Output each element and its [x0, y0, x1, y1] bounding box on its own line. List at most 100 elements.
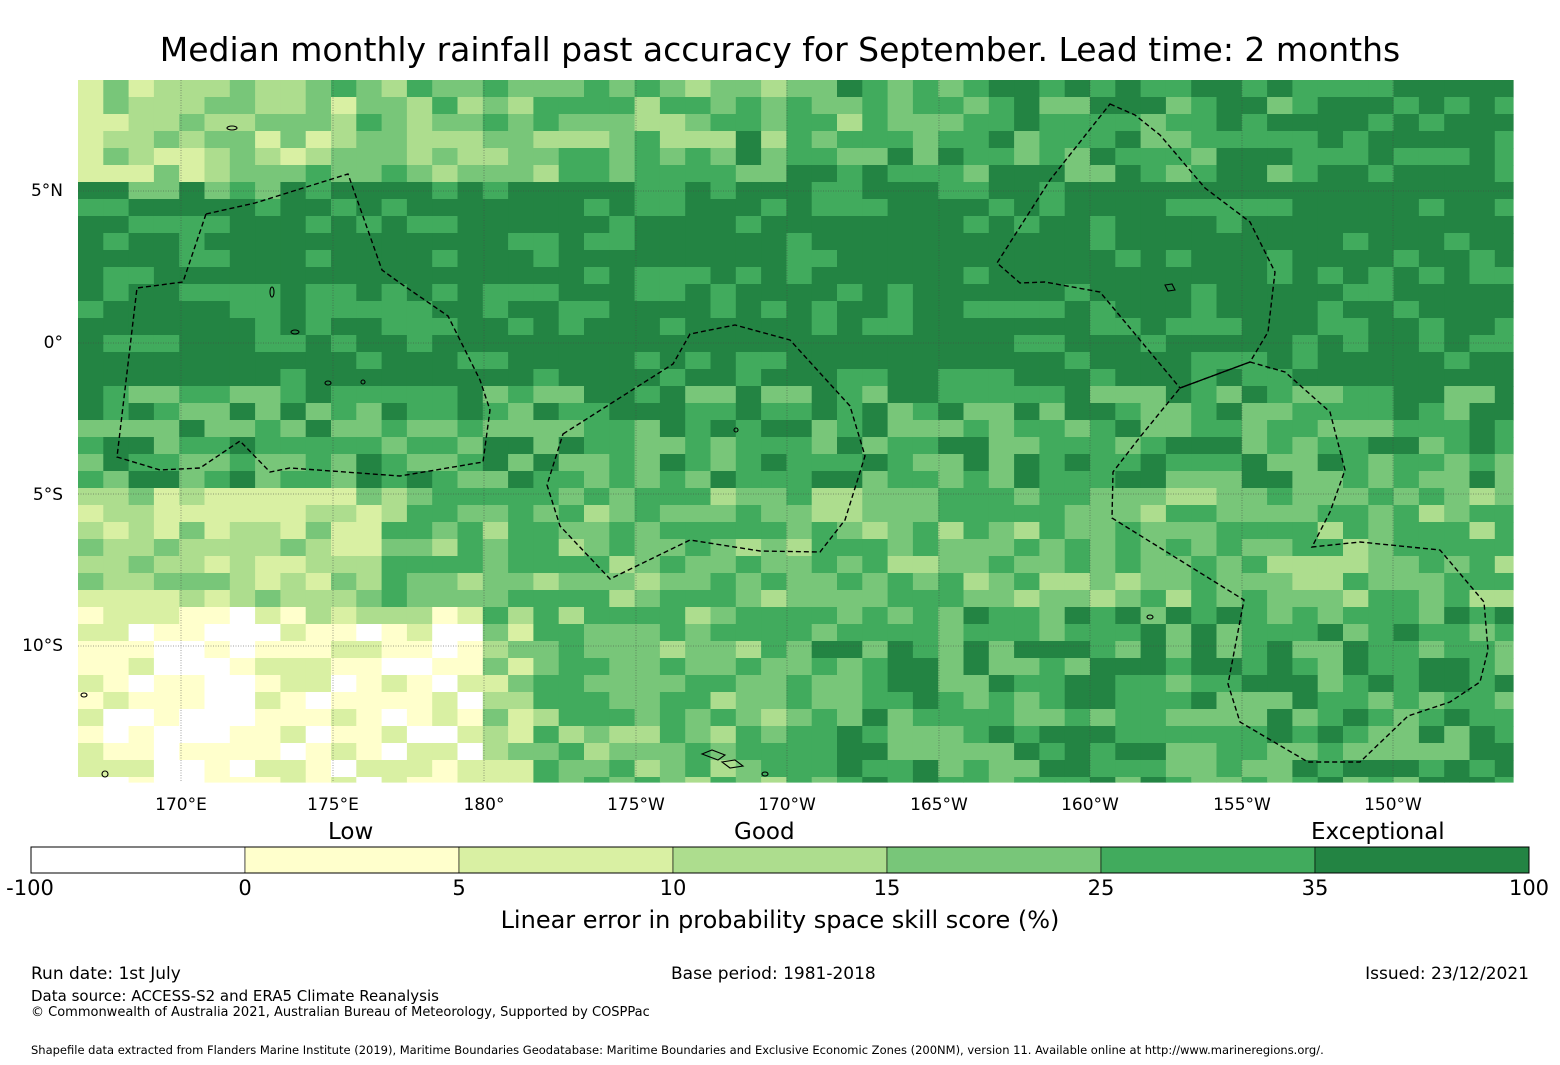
- skill-cell: [609, 556, 636, 574]
- skill-cell: [837, 250, 863, 268]
- skill-cell: [1267, 607, 1293, 625]
- data-source: Data source: ACCESS-S2 and ERA5 Climate …: [31, 987, 439, 1005]
- skill-cell: [685, 760, 712, 778]
- skill-cell: [1014, 403, 1040, 421]
- skill-cell: [406, 148, 433, 166]
- skill-cell: [609, 454, 636, 472]
- skill-cell: [432, 250, 459, 268]
- skill-cell: [128, 607, 155, 625]
- skill-cell: [482, 641, 509, 659]
- skill-cell: [912, 267, 939, 285]
- skill-cell: [280, 505, 307, 523]
- skill-cell: [963, 488, 990, 506]
- skill-cell: [685, 522, 712, 540]
- skill-cell: [229, 131, 256, 149]
- skill-cell: [153, 182, 180, 200]
- skill-cell: [1140, 250, 1167, 268]
- skill-cell: [1064, 131, 1091, 149]
- skill-cell: [432, 386, 459, 404]
- skill-cell: [558, 352, 585, 370]
- skill-cell: [533, 267, 560, 285]
- island-samoa: [700, 749, 727, 761]
- skill-cell: [508, 335, 534, 353]
- skill-cell: [1216, 709, 1243, 727]
- skill-cell: [356, 284, 383, 302]
- skill-cell: [1140, 760, 1167, 778]
- skill-cell: [1469, 777, 1496, 783]
- skill-cell: [255, 709, 281, 727]
- skill-cell: [406, 505, 433, 523]
- skill-cell: [1115, 80, 1142, 98]
- skill-cell: [1241, 335, 1268, 353]
- skill-cell: [432, 692, 459, 710]
- skill-cell: [1469, 488, 1496, 506]
- skill-cell: [862, 250, 889, 268]
- skill-cell: [1292, 777, 1319, 783]
- skill-cell: [1115, 760, 1142, 778]
- skill-cell: [103, 437, 130, 455]
- skill-cell: [153, 539, 180, 557]
- skill-cell: [609, 522, 636, 540]
- skill-cell: [659, 777, 686, 783]
- skill-cell: [1494, 114, 1514, 132]
- skill-cell: [887, 488, 914, 506]
- skill-cell: [837, 522, 863, 540]
- skill-cell: [1418, 607, 1445, 625]
- skill-cell: [1140, 386, 1167, 404]
- island-e: [290, 329, 300, 335]
- skill-cell: [1090, 97, 1116, 115]
- skill-cell: [988, 420, 1015, 438]
- skill-cell: [255, 590, 281, 608]
- skill-cell: [786, 114, 813, 132]
- skill-cell: [938, 624, 965, 642]
- skill-cell: [1267, 624, 1293, 642]
- skill-cell: [381, 505, 408, 523]
- skill-cell: [356, 658, 383, 676]
- skill-cell: [1418, 199, 1445, 217]
- skill-cell: [1494, 182, 1514, 200]
- skill-cell: [1469, 216, 1496, 234]
- skill-cell: [381, 403, 408, 421]
- skill-cell: [305, 216, 332, 234]
- skill-cell: [179, 267, 206, 285]
- skill-cell: [1469, 352, 1496, 370]
- skill-cell: [153, 675, 180, 693]
- skill-cell: [938, 488, 965, 506]
- skill-cell: [558, 216, 585, 234]
- skill-cell: [381, 709, 408, 727]
- skill-cell: [482, 709, 509, 727]
- skill-cell: [1317, 658, 1344, 676]
- skill-cell: [1216, 607, 1243, 625]
- skill-cell: [786, 335, 813, 353]
- skill-cell: [508, 777, 534, 783]
- skill-cell: [1418, 114, 1445, 132]
- skill-cell: [963, 131, 990, 149]
- skill-cell: [659, 250, 686, 268]
- skill-cell: [533, 97, 560, 115]
- skill-cell: [887, 199, 914, 217]
- skill-cell: [1469, 80, 1496, 98]
- skill-cell: [558, 131, 585, 149]
- skill-cell: [533, 352, 560, 370]
- skill-cell: [811, 165, 838, 183]
- skill-cell: [1368, 80, 1395, 98]
- skill-cell: [1267, 488, 1293, 506]
- skill-cell: [1343, 743, 1369, 761]
- legend-label-low: Low: [328, 819, 374, 845]
- skill-cell: [1469, 692, 1496, 710]
- skill-cell: [255, 556, 281, 574]
- skill-cell: [432, 556, 459, 574]
- skill-cell: [862, 590, 889, 608]
- skill-cell: [103, 505, 130, 523]
- skill-cell: [255, 233, 281, 251]
- skill-cell: [1064, 522, 1091, 540]
- skill-cell: [912, 233, 939, 251]
- skill-cell: [887, 318, 914, 336]
- skill-cell: [255, 743, 281, 761]
- skill-cell: [887, 97, 914, 115]
- skill-cell: [609, 488, 636, 506]
- skill-cell: [1039, 131, 1066, 149]
- skill-cell: [1241, 556, 1268, 574]
- skill-cell: [1418, 692, 1445, 710]
